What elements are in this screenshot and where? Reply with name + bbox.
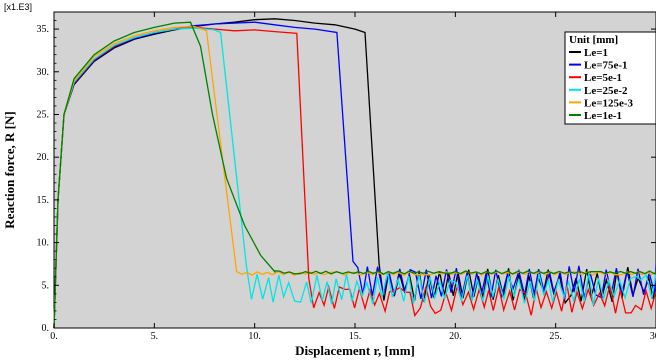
y-tick-label: 20. [37, 152, 50, 163]
x-tick-label: 15. [349, 331, 362, 342]
y-tick-label: 25. [37, 109, 50, 120]
legend-entry: Le=1e-1 [584, 110, 622, 122]
x-tick-label: 0. [50, 331, 58, 342]
x-tick-label: 10. [248, 331, 261, 342]
series-layer [53, 18, 656, 329]
y-tick-label: 35. [37, 24, 50, 35]
tick-layer: 0. 5. 10. 15. 20. 25. 30. 0. 5. 10. 15. 20. 25. 30. 35… [37, 12, 656, 342]
x-axis-label: Displacement r, [mm] [295, 343, 415, 358]
legend-entry: Le=5e-1 [584, 72, 622, 84]
series-line [53, 25, 656, 329]
legend: Unit [mm]Le=1Le=75e-1Le=5e-1Le=25e-2Le=1… [564, 31, 656, 125]
y-tick-label: 10. [37, 238, 50, 249]
series-line [53, 27, 656, 329]
x-tick-label: 5. [151, 331, 159, 342]
y-tick-label: 15. [37, 195, 50, 206]
y-axis-label: Reaction force, R [N] [2, 111, 17, 228]
plot-area [53, 11, 656, 329]
series-line [53, 21, 656, 329]
legend-entry: Le=25e-2 [584, 85, 628, 97]
y-tick-label: 30. [37, 67, 50, 78]
x-tick-label: 30. [650, 331, 656, 342]
legend-entry: Le=75e-1 [584, 60, 628, 72]
legend-title: Unit [mm] [569, 34, 618, 46]
x-tick-label: 20. [449, 331, 462, 342]
series-line [53, 26, 656, 329]
y-tick-label: 5. [42, 280, 50, 291]
series-line [53, 18, 656, 329]
x-tick-label: 25. [549, 331, 562, 342]
legend-entry: Le=125e-3 [584, 97, 634, 109]
y-tick-label: 0. [42, 323, 50, 334]
legend-entry: Le=1 [584, 47, 608, 59]
y-axis-multiplier: [x1.E3] [4, 2, 32, 12]
